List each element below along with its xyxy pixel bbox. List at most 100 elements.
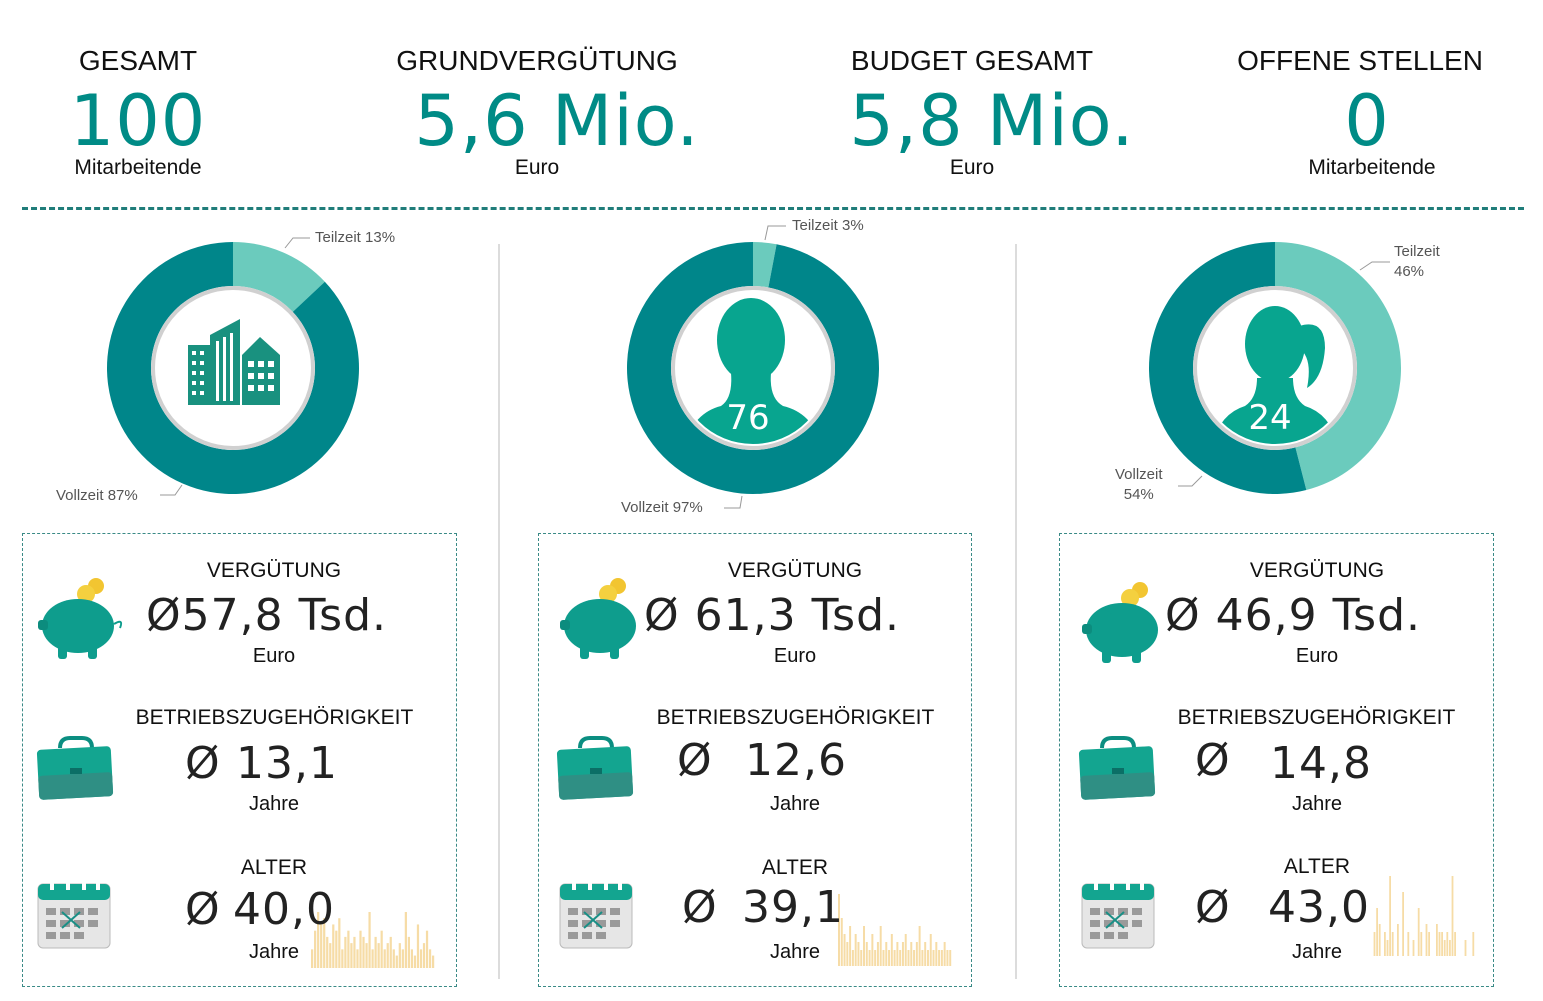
histogram-bar: [1407, 932, 1410, 956]
histogram-bar: [946, 950, 949, 966]
calendar-icon: [1081, 878, 1155, 949]
histogram-bar: [395, 955, 398, 968]
histogram-bar: [849, 926, 852, 966]
vollzeit-label: Vollzeit 87%: [56, 487, 138, 504]
histogram-bar: [893, 950, 896, 966]
histogram-bar: [874, 950, 877, 966]
piggy-bank-icon: [38, 578, 123, 659]
male-person-icon: [683, 298, 823, 444]
histogram-bar: [350, 943, 353, 968]
histogram-bar: [865, 942, 868, 966]
histogram-bar: [407, 936, 410, 968]
histogram-bar: [1428, 932, 1430, 956]
histogram-bar: [921, 950, 924, 966]
histogram-bar: [410, 949, 414, 968]
histogram-bar: [338, 918, 341, 968]
histogram-bar: [1412, 940, 1415, 956]
histogram-bar: [356, 949, 359, 968]
stats-card-total: [22, 533, 457, 987]
alter-value: 39,1: [742, 882, 844, 933]
histogram-bar: [1402, 892, 1404, 956]
histogram-bar: [347, 930, 350, 968]
histogram-bar: [901, 942, 904, 966]
histogram-bar: [353, 936, 356, 968]
average-symbol: Ø: [185, 884, 221, 935]
histogram-bar: [1449, 940, 1451, 956]
histogram-bar: [365, 943, 368, 968]
histogram-bar: [359, 930, 362, 968]
betrieb-unit: Jahre: [1291, 793, 1343, 815]
histogram-bar: [392, 949, 395, 968]
histogram-bar: [888, 950, 891, 966]
teilzeit-label: Teilzeit 13%: [315, 229, 396, 246]
histogram-bar: [425, 930, 429, 968]
histogram-bar: [935, 942, 938, 966]
histogram-bar: [940, 950, 943, 966]
histogram-bar: [857, 942, 860, 966]
alter-unit: Jahre: [248, 941, 300, 963]
histogram-bar: [311, 949, 314, 968]
kpi-value: 0: [1344, 80, 1390, 162]
histogram-bar: [932, 950, 935, 966]
histogram-bar: [1464, 940, 1467, 956]
histogram-bar: [1441, 932, 1443, 956]
teilzeit-segment: [1275, 242, 1401, 491]
histogram-bar: [362, 936, 365, 968]
histogram-bar: [404, 912, 407, 968]
histogram-bar: [329, 943, 332, 968]
age-histogram: [311, 912, 435, 968]
donut-chart-male: [627, 242, 879, 495]
kpi-unit: Mitarbeitende: [74, 156, 202, 179]
alter-unit: Jahre: [769, 941, 821, 963]
vollzeit-segment: [1149, 242, 1307, 495]
histogram-bar: [1425, 924, 1428, 956]
kpi-value: 100: [69, 80, 207, 162]
alter-label: ALTER: [761, 856, 829, 879]
alter-value: 43,0: [1268, 882, 1370, 933]
histogram-bar: [320, 924, 323, 968]
briefcase-icon: [1078, 736, 1156, 800]
histogram-bar: [1446, 932, 1449, 956]
histogram-bar: [383, 949, 386, 968]
histogram-bar: [938, 950, 941, 966]
histogram-bar: [885, 942, 888, 966]
briefcase-icon: [36, 736, 114, 800]
average-symbol: Ø: [1195, 735, 1231, 786]
histogram-bar: [949, 950, 952, 966]
briefcase-icon: [556, 736, 634, 800]
histogram-bar: [907, 950, 910, 966]
kpi-title: GESAMT: [78, 45, 198, 76]
histogram-bar: [1454, 932, 1456, 956]
histogram-bar: [314, 930, 317, 968]
column-separator: [498, 244, 500, 979]
alter-value: 40,0: [233, 884, 335, 935]
histogram-bar: [915, 942, 918, 966]
histogram-bar: [1384, 932, 1386, 956]
histogram-bar: [1389, 876, 1391, 956]
verguetung-value: Ø 46,9 Tsd.: [1165, 590, 1422, 641]
betrieb-value: 13,1: [236, 738, 338, 789]
kpi-value: 5,8 Mio.: [849, 80, 1135, 162]
vollzeit-label: Vollzeit 97%: [621, 499, 703, 516]
histogram-bar: [377, 943, 380, 968]
histogram-bar: [943, 942, 946, 966]
calendar-icon: [559, 878, 633, 949]
histogram-bar: [843, 934, 846, 966]
stats-card-male: [538, 533, 972, 987]
stats-card-female: [1059, 533, 1494, 987]
buildings-icon: [188, 319, 280, 405]
histogram-bar: [876, 942, 879, 966]
average-symbol: Ø: [185, 738, 221, 789]
histogram-bar: [1378, 924, 1381, 956]
histogram-bar: [323, 918, 326, 968]
histogram-bar: [882, 950, 885, 966]
histogram-bar: [846, 942, 849, 966]
histogram-bar: [431, 955, 435, 968]
age-histogram: [838, 894, 952, 966]
verguetung-unit: Euro: [773, 645, 817, 667]
histogram-bar: [896, 942, 899, 966]
betrieb-label: BETRIEBSZUGEHÖRIGKEIT: [1177, 706, 1456, 729]
betrieb-label: BETRIEBSZUGEHÖRIGKEIT: [135, 706, 414, 729]
verguetung-value: Ø57,8 Tsd.: [146, 590, 388, 641]
histogram-bar: [1420, 932, 1423, 956]
